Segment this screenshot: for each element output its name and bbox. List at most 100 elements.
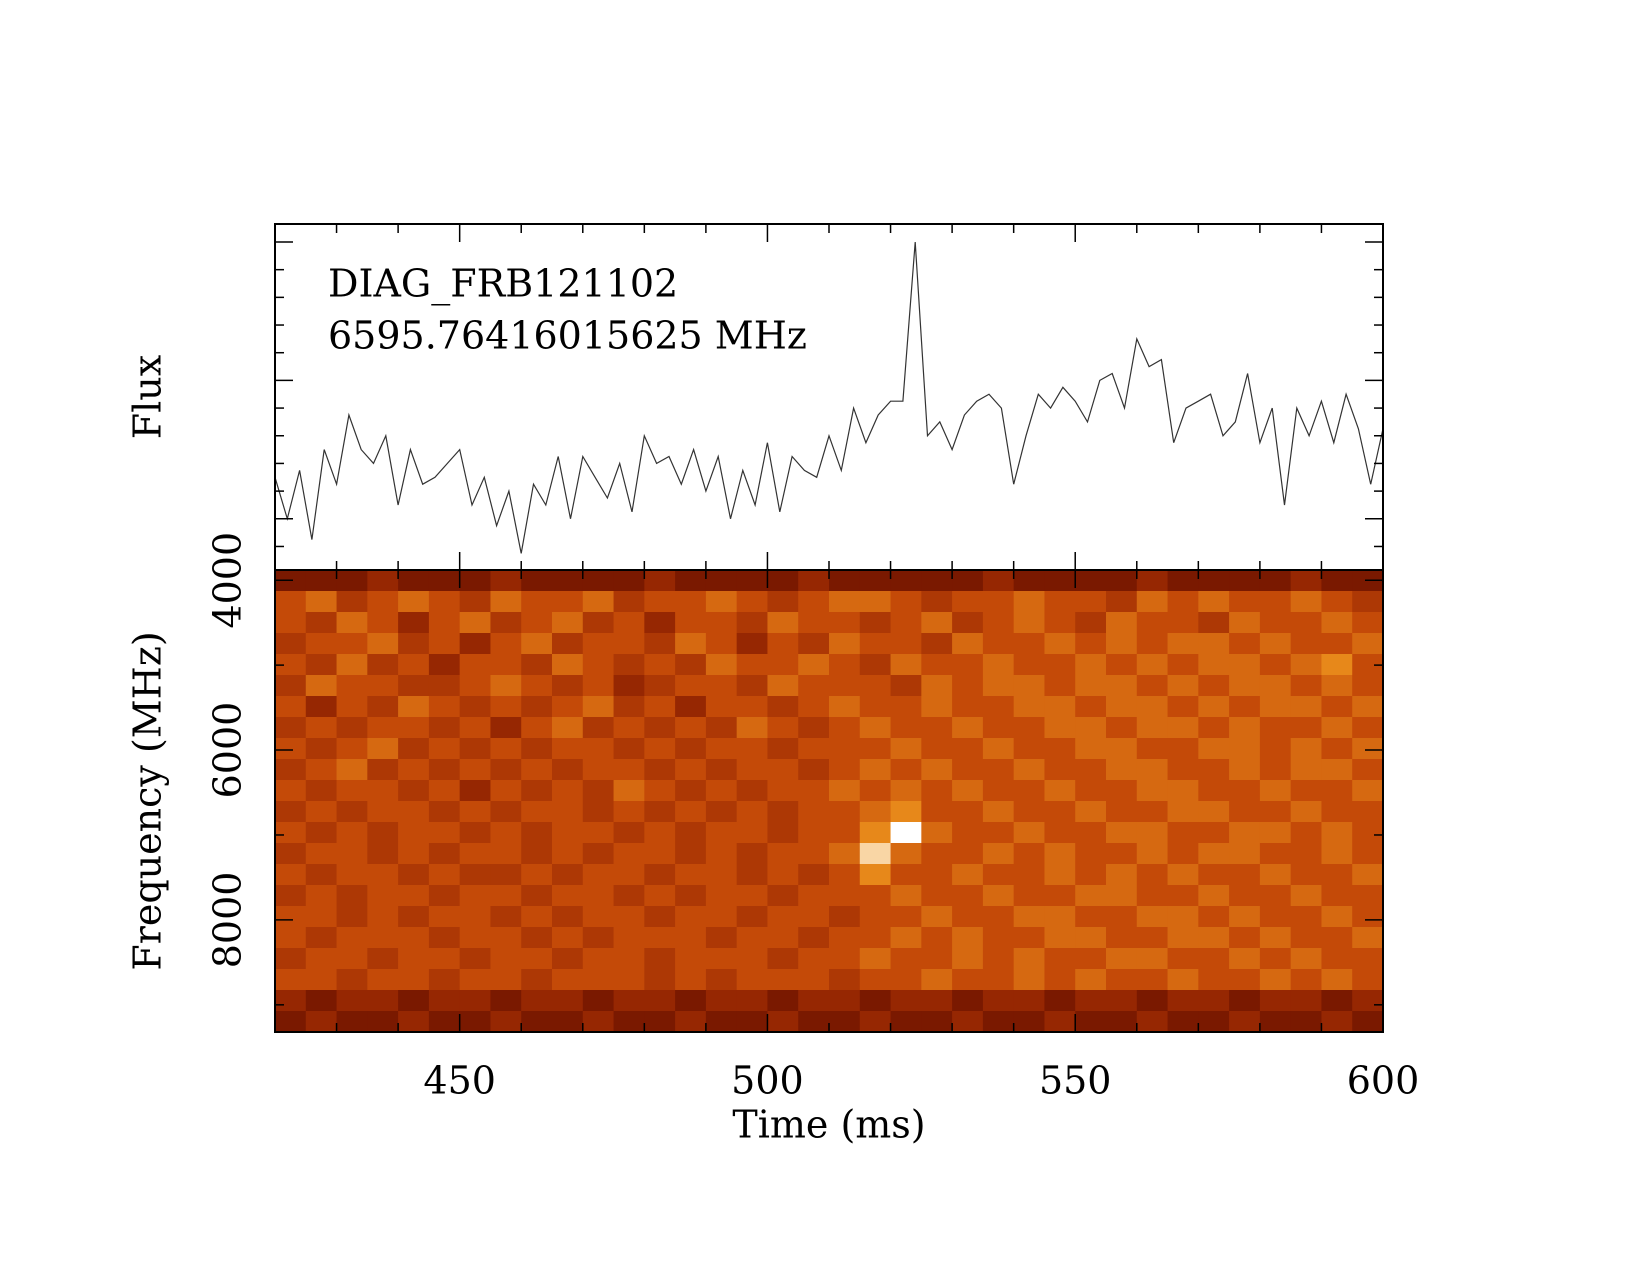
heat-cell [1321,864,1353,886]
heat-cell [490,1011,522,1033]
heat-cell [336,633,368,655]
heat-cell [736,717,769,739]
heat-cell [336,612,368,634]
heat-cell [859,864,892,886]
heat-cell [367,990,399,1012]
x-tick-label: 500 [731,1059,804,1103]
heat-cell [705,843,738,865]
heat-cell [1044,801,1076,823]
heat-cell [644,843,676,865]
heat-cell [1290,822,1323,844]
heat-cell [336,717,368,739]
heat-cell [552,948,584,970]
heat-cell [829,780,861,802]
heat-cell [459,969,492,991]
heat-cell [952,633,984,655]
heat-cell [582,591,615,613]
heat-cell [552,738,584,760]
heat-cell [982,570,1015,592]
heat-cell [798,717,830,739]
annotation: 6595.76416015625 MHz [328,314,807,358]
heat-cell [1167,1011,1199,1033]
heat-cell [1352,759,1384,781]
heat-cell [829,591,861,613]
heat-cell [1290,969,1323,991]
heat-cell [767,864,799,886]
heat-cell [829,654,861,676]
heat-cell [675,885,707,907]
heat-cell [398,570,430,592]
heat-cell [767,570,799,592]
heat-cell [1013,675,1046,697]
heat-cell [305,759,338,781]
heat-cell [1259,843,1292,865]
heat-cell [1352,1011,1384,1033]
heat-cell [1136,864,1169,886]
heat-cell [1321,717,1353,739]
heat-cell [859,717,892,739]
heat-cell [675,969,707,991]
heat-cell [1290,927,1323,949]
heat-cell [1352,717,1384,739]
heat-cell [767,633,799,655]
heat-cell [798,738,830,760]
heat-cell [459,990,492,1012]
heat-cell [1167,570,1199,592]
heat-cell [1321,696,1353,718]
heat-cell [367,801,399,823]
heat-cell [336,654,368,676]
heat-cell [521,780,553,802]
heat-cell [1106,738,1138,760]
heat-cell [859,969,892,991]
heat-cell [490,570,522,592]
heat-cell [490,927,522,949]
heat-cell [367,885,399,907]
heat-cell [1321,654,1353,676]
heat-cell [275,654,307,676]
heat-cell [675,654,707,676]
heat-cell [705,696,738,718]
heat-cell [1229,780,1261,802]
heat-cell [798,696,830,718]
heat-cell [275,612,307,634]
heat-cell [644,738,676,760]
heat-cell [582,843,615,865]
heat-cell [552,780,584,802]
heat-cell [798,822,830,844]
heat-cell [859,633,892,655]
heat-cell [367,927,399,949]
heat-cell [890,822,922,844]
heat-cell [490,843,522,865]
heat-cell [644,822,676,844]
heat-cell [1198,864,1230,886]
heat-cell [1198,654,1230,676]
heat-cell [859,675,892,697]
heat-cell [644,570,676,592]
heat-cell [1013,696,1046,718]
heat-cell [644,633,676,655]
heat-cell [736,759,769,781]
heat-cell [613,822,645,844]
heat-cell [952,717,984,739]
heat-cell [736,675,769,697]
heat-cell [490,696,522,718]
heat-cell [582,696,615,718]
y-tick-label: 8000 [206,872,250,969]
heat-cell [1136,759,1169,781]
heat-cell [1044,1011,1076,1033]
heat-cell [798,990,830,1012]
heat-cell [1352,780,1384,802]
heat-cell [1075,780,1107,802]
heat-cell [890,696,922,718]
heat-cell [1044,591,1076,613]
heat-cell [1290,654,1323,676]
heat-cell [552,633,584,655]
heat-cell [428,780,461,802]
heat-cell [1106,822,1138,844]
heat-cell [1075,1011,1107,1033]
heat-cell [336,759,368,781]
heat-cell [613,885,645,907]
heat-cell [982,633,1015,655]
heat-cell [921,591,953,613]
heat-cell [644,969,676,991]
